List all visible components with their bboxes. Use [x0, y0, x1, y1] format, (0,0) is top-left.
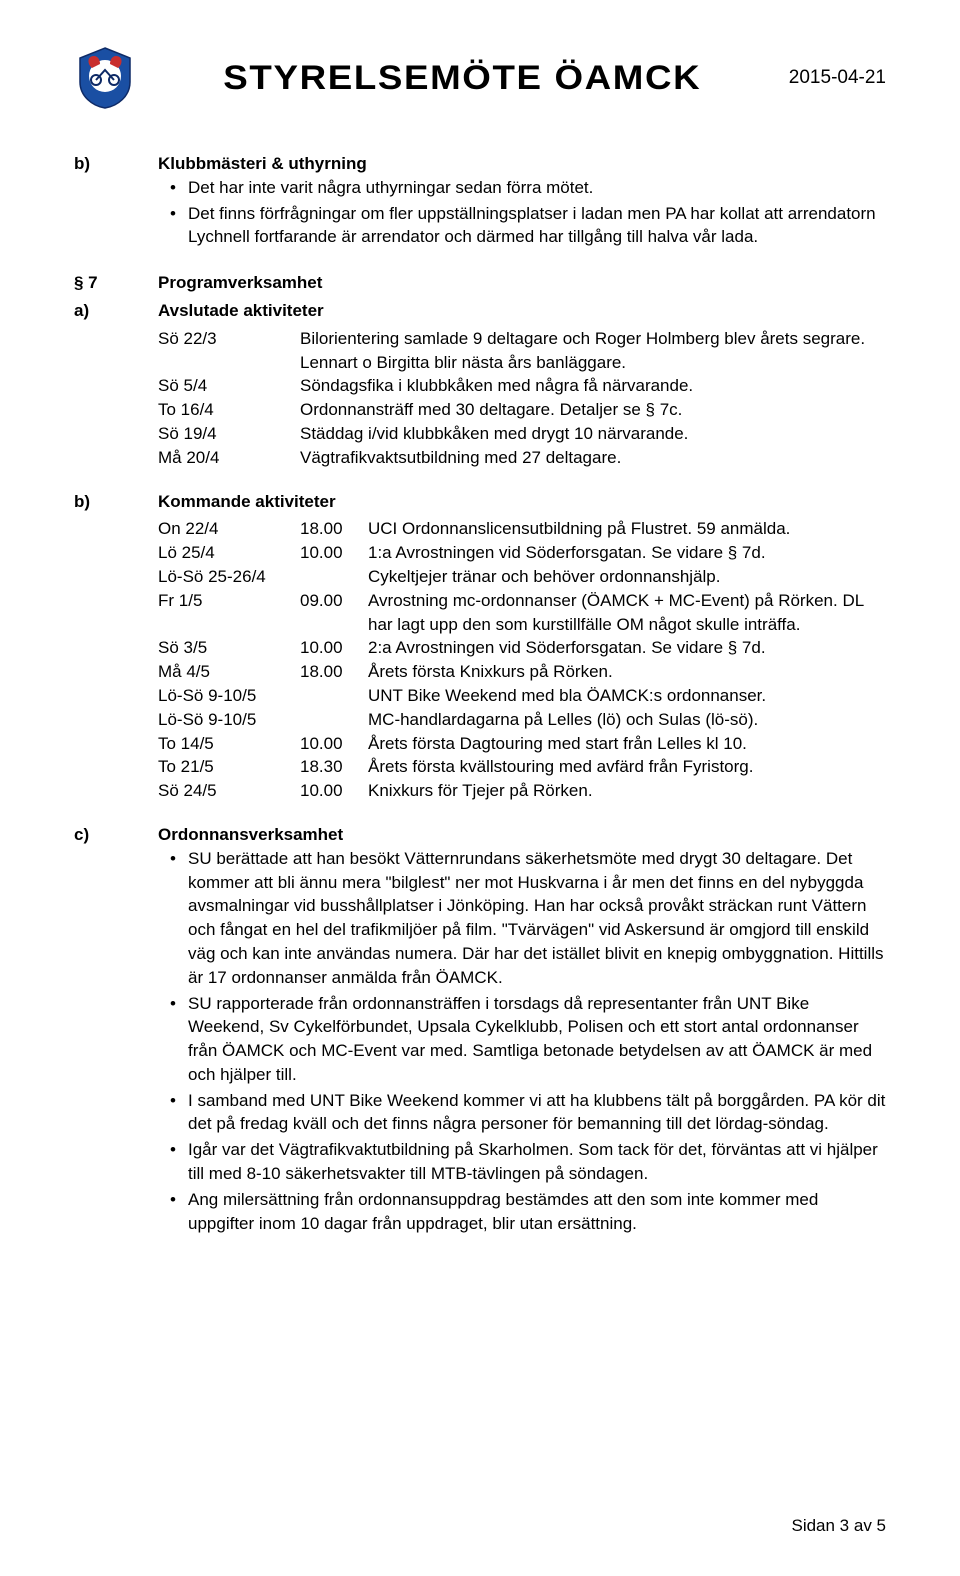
activity-desc: MC-handlardagarna på Lelles (lö) och Sul…: [300, 708, 886, 732]
bullet-icon: •: [158, 847, 188, 990]
activity-row: Lö-Sö 9-10/5MC-handlardagarna på Lelles …: [158, 708, 886, 732]
activity-row: To 21/518.30Årets första kvällstouring m…: [158, 755, 886, 779]
list-item-text: SU rapporterade från ordonnansträffen i …: [188, 992, 886, 1087]
activity-desc: Årets första Knixkurs på Rörken.: [368, 660, 886, 684]
activity-desc: Årets första Dagtouring med start från L…: [368, 732, 886, 756]
section-ref: b): [74, 152, 158, 251]
list-item-text: Igår var det Vägtrafikvaktutbildning på …: [188, 1138, 886, 1186]
list-item: •I samband med UNT Bike Weekend kommer v…: [158, 1089, 886, 1137]
activity-row: Må 4/518.00Årets första Knixkurs på Rörk…: [158, 660, 886, 684]
list-item: •Ang milersättning från ordonnansuppdrag…: [158, 1188, 886, 1236]
activity-day: Sö 24/5: [158, 779, 300, 803]
activity-day: To 21/5: [158, 755, 300, 779]
bullet-icon: •: [158, 176, 188, 200]
page-footer: Sidan 3 av 5: [791, 1516, 886, 1536]
activity-desc: Vägtrafikvaktsutbildning med 27 deltagar…: [300, 446, 886, 470]
activity-day: Må 4/5: [158, 660, 300, 684]
activity-desc: Cykeltjejer tränar och behöver ordonnans…: [300, 565, 886, 589]
activity-day: To 14/5: [158, 732, 300, 756]
activity-row: Fr 1/509.00Avrostning mc-ordonnanser (ÖA…: [158, 589, 886, 637]
list-item-text: Det finns förfrågningar om fler uppställ…: [188, 202, 886, 250]
activity-row: Sö 19/4Städdag i/vid klubbkåken med dryg…: [158, 422, 886, 446]
activity-day: Lö-Sö 9-10/5: [158, 684, 300, 708]
activity-row: To 16/4Ordonnansträff med 30 deltagare. …: [158, 398, 886, 422]
club-logo-icon: [74, 46, 136, 110]
activity-time: 18.00: [300, 660, 368, 684]
header: STYRELSEMÖTE ÖAMCK 2015-04-21: [74, 46, 886, 110]
list-item-text: SU berättade att han besökt Vätternrunda…: [188, 847, 886, 990]
bullet-icon: •: [158, 202, 188, 250]
activity-desc: Årets första kvällstouring med avfärd fr…: [368, 755, 886, 779]
activity-desc: Bilorientering samlade 9 deltagare och R…: [300, 327, 886, 375]
list-item: •SU rapporterade från ordonnansträffen i…: [158, 992, 886, 1087]
activity-row: On 22/418.00UCI Ordonnanslicensutbildnin…: [158, 517, 886, 541]
section-ref: § 7: [74, 271, 158, 295]
bullet-icon: •: [158, 1138, 188, 1186]
activity-time: 10.00: [300, 779, 368, 803]
activity-desc: Städdag i/vid klubbkåken med drygt 10 nä…: [300, 422, 886, 446]
activity-desc: UCI Ordonnanslicensutbildning på Flustre…: [368, 517, 886, 541]
activity-time: 10.00: [300, 636, 368, 660]
activity-day: Lö 25/4: [158, 541, 300, 565]
activity-day: Lö-Sö 25-26/4: [158, 565, 300, 589]
page-title: STYRELSEMÖTE ÖAMCK: [223, 59, 701, 98]
bullet-icon: •: [158, 1089, 188, 1137]
activity-time: 18.30: [300, 755, 368, 779]
section-ref: a): [74, 299, 158, 470]
section-title: Kommande aktiviteter: [158, 490, 886, 514]
list-item: •Det finns förfrågningar om fler uppstäl…: [158, 202, 886, 250]
activity-desc: Ordonnansträff med 30 deltagare. Detalje…: [300, 398, 886, 422]
activity-time: 18.00: [300, 517, 368, 541]
activity-desc: UNT Bike Weekend med bla ÖAMCK:s ordonna…: [300, 684, 886, 708]
section-title: Avslutade aktiviteter: [158, 299, 886, 323]
list-item-text: I samband med UNT Bike Weekend kommer vi…: [188, 1089, 886, 1137]
activity-row: Sö 5/4Söndagsfika i klubbkåken med några…: [158, 374, 886, 398]
activity-row: Lö 25/410.001:a Avrostningen vid Söderfo…: [158, 541, 886, 565]
list-item: •Igår var det Vägtrafikvaktutbildning på…: [158, 1138, 886, 1186]
list-item-text: Det har inte varit några uthyrningar sed…: [188, 176, 886, 200]
activity-row: Må 20/4Vägtrafikvaktsutbildning med 27 d…: [158, 446, 886, 470]
section-title: Programverksamhet: [158, 271, 886, 295]
header-date: 2015-04-21: [789, 67, 886, 89]
bullet-icon: •: [158, 992, 188, 1087]
activity-row: Sö 24/510.00Knixkurs för Tjejer på Rörke…: [158, 779, 886, 803]
activity-day: Sö 3/5: [158, 636, 300, 660]
activity-desc: Knixkurs för Tjejer på Rörken.: [368, 779, 886, 803]
activity-row: Sö 3/510.002:a Avrostningen vid Söderfor…: [158, 636, 886, 660]
section-title: Ordonnansverksamhet: [158, 823, 886, 847]
activity-time: 09.00: [300, 589, 368, 637]
activity-desc: Söndagsfika i klubbkåken med några få nä…: [300, 374, 886, 398]
activity-day: Sö 19/4: [158, 422, 300, 446]
activity-row: Sö 22/3Bilorientering samlade 9 deltagar…: [158, 327, 886, 375]
section-ref: b): [74, 490, 158, 803]
activity-desc: 1:a Avrostningen vid Söderforsgatan. Se …: [368, 541, 886, 565]
activity-day: Sö 5/4: [158, 374, 300, 398]
activity-day: To 16/4: [158, 398, 300, 422]
activity-row: Lö-Sö 25-26/4Cykeltjejer tränar och behö…: [158, 565, 886, 589]
section-title: Klubbmästeri & uthyrning: [158, 152, 886, 176]
activity-day: Fr 1/5: [158, 589, 300, 637]
list-item: •Det har inte varit några uthyrningar se…: [158, 176, 886, 200]
activity-day: Sö 22/3: [158, 327, 300, 375]
activity-day: On 22/4: [158, 517, 300, 541]
activity-desc: Avrostning mc-ordonnanser (ÖAMCK + MC-Ev…: [368, 589, 886, 637]
activity-time: 10.00: [300, 732, 368, 756]
section-ref: c): [74, 823, 158, 1238]
list-item: •SU berättade att han besökt Vätternrund…: [158, 847, 886, 990]
activity-time: 10.00: [300, 541, 368, 565]
activity-day: Lö-Sö 9-10/5: [158, 708, 300, 732]
activity-day: Må 20/4: [158, 446, 300, 470]
activity-row: To 14/510.00Årets första Dagtouring med …: [158, 732, 886, 756]
activity-row: Lö-Sö 9-10/5UNT Bike Weekend med bla ÖAM…: [158, 684, 886, 708]
bullet-icon: •: [158, 1188, 188, 1236]
activity-desc: 2:a Avrostningen vid Söderforsgatan. Se …: [368, 636, 886, 660]
list-item-text: Ang milersättning från ordonnansuppdrag …: [188, 1188, 886, 1236]
